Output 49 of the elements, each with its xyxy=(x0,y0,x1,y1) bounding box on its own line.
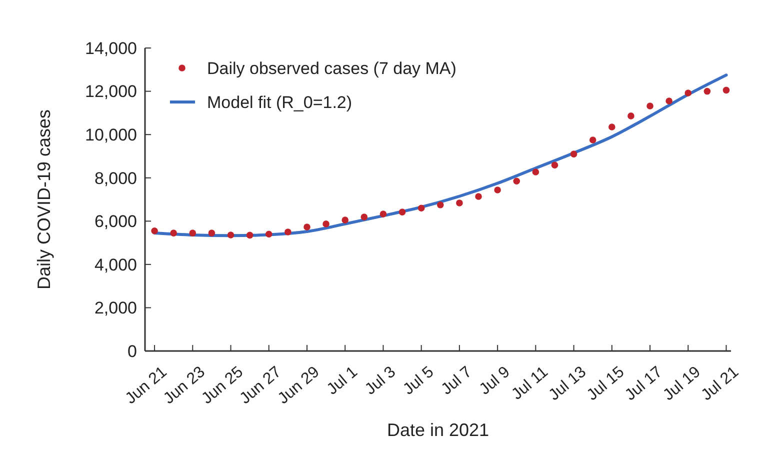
y-tick-label: 0 xyxy=(128,342,137,361)
point xyxy=(360,214,368,220)
y-tick-label: 12,000 xyxy=(85,82,137,102)
point xyxy=(456,200,463,206)
y-tick-label: 2,000 xyxy=(94,298,137,318)
x-tick-label: Jul 21 xyxy=(698,364,742,404)
point xyxy=(189,230,196,236)
point xyxy=(666,98,672,104)
point xyxy=(304,224,310,230)
point xyxy=(246,232,254,239)
point xyxy=(589,136,596,144)
x-axis-title: Date in 2021 xyxy=(386,420,490,440)
point xyxy=(436,202,444,208)
point xyxy=(418,204,425,212)
y-tick-label: 6,000 xyxy=(94,212,137,232)
point xyxy=(475,193,482,200)
y-tick-label: 14,000 xyxy=(85,38,137,58)
point xyxy=(532,168,540,176)
y-tick-label: 10,000 xyxy=(85,126,137,145)
x-tick-label: Jul 9 xyxy=(476,364,514,398)
point xyxy=(704,88,711,95)
point xyxy=(170,230,177,236)
x-tick-label: Jul 3 xyxy=(362,364,400,398)
point xyxy=(342,216,348,224)
point xyxy=(398,208,406,216)
y-tick-label: 8,000 xyxy=(94,168,137,188)
point xyxy=(322,220,330,228)
point xyxy=(513,178,520,185)
point xyxy=(227,232,234,238)
point xyxy=(628,112,634,120)
point xyxy=(265,230,272,238)
x-tick-label: Jul 7 xyxy=(438,364,476,398)
point xyxy=(380,210,387,218)
point xyxy=(208,230,216,236)
legend-label: Model fit (R_0=1.2) xyxy=(207,92,352,112)
point xyxy=(284,228,292,236)
point xyxy=(722,86,730,94)
point xyxy=(151,227,158,234)
point xyxy=(684,90,692,96)
point xyxy=(551,162,558,168)
y-tick-label: 4,000 xyxy=(94,255,137,274)
y-axis-title: Daily COVID-19 cases xyxy=(34,109,54,290)
point xyxy=(570,150,578,158)
point xyxy=(646,102,654,110)
point xyxy=(494,186,501,194)
legend-label: Daily observed cases (7 day MA) xyxy=(207,58,456,78)
point xyxy=(608,124,616,130)
x-tick-label: Jul 5 xyxy=(400,364,438,398)
x-tick-label: Jul 1 xyxy=(324,364,361,398)
